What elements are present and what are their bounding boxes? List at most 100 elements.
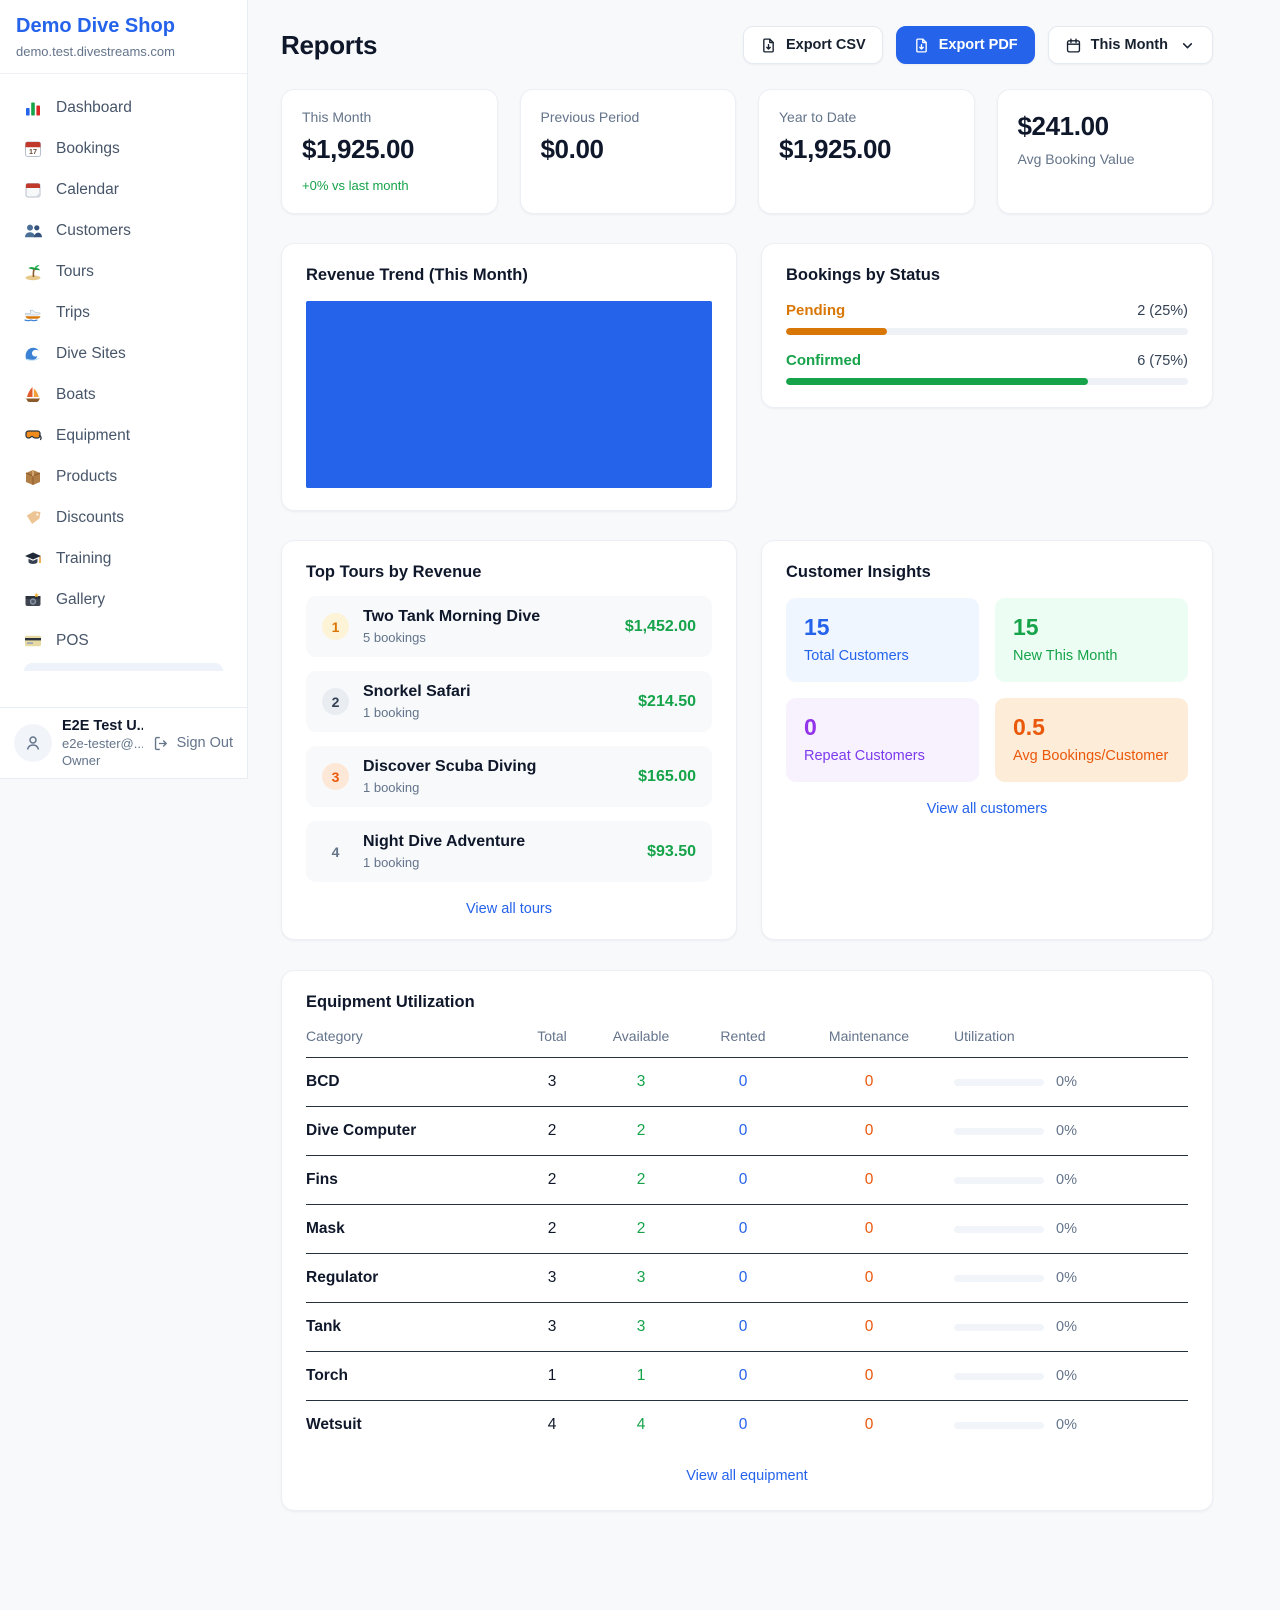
sidebar-item-tours[interactable]: Tours bbox=[12, 253, 235, 291]
status-value: 6 (75%) bbox=[1137, 353, 1188, 369]
cell-maintenance: 0 bbox=[864, 1073, 874, 1090]
cell-rented: 0 bbox=[738, 1416, 748, 1433]
island-icon bbox=[23, 262, 43, 282]
sidebar-item-gallery[interactable]: Gallery bbox=[12, 581, 235, 619]
progress-track bbox=[786, 328, 1188, 335]
top-tours-card: Top Tours by Revenue 1 Two Tank Morning … bbox=[281, 540, 737, 940]
export-csv-label: Export CSV bbox=[785, 37, 866, 53]
sidebar-item-boats[interactable]: Boats bbox=[12, 376, 235, 414]
cell-utilization: 0% bbox=[1056, 1123, 1077, 1139]
bookings-calendar-icon: 17 bbox=[23, 139, 43, 159]
sidebar: Demo Dive Shop demo.test.divestreams.com… bbox=[0, 0, 248, 779]
wave-icon bbox=[23, 344, 43, 364]
status-row-pending: Pending 2 (25%) bbox=[786, 302, 1188, 335]
cell-utilization: 0% bbox=[1056, 1270, 1077, 1286]
svg-text:17: 17 bbox=[29, 147, 37, 156]
export-pdf-label: Export PDF bbox=[938, 37, 1018, 53]
progress-fill bbox=[786, 378, 1088, 385]
export-pdf-button[interactable]: Export PDF bbox=[895, 26, 1035, 64]
cell-rented: 0 bbox=[738, 1122, 748, 1139]
utilization-bar bbox=[954, 1372, 1044, 1380]
tour-list-item[interactable]: 4 Night Dive Adventure 1 booking $93.50 bbox=[306, 821, 712, 882]
sign-out-button[interactable]: Sign Out bbox=[153, 735, 233, 752]
avatar bbox=[14, 724, 52, 762]
bookings-by-status-title: Bookings by Status bbox=[786, 266, 941, 284]
sidebar-item-calendar[interactable]: Calendar bbox=[12, 171, 235, 209]
sidebar-item-training[interactable]: Training bbox=[12, 540, 235, 578]
sidebar-item-label: Tours bbox=[56, 263, 94, 280]
tour-amount: $1,452.00 bbox=[624, 617, 696, 635]
tour-list-item[interactable]: 1 Two Tank Morning Dive 5 bookings $1,45… bbox=[306, 596, 712, 657]
insight-tile-avg-bookings: 0.5 Avg Bookings/Customer bbox=[995, 698, 1188, 782]
status-label: Confirmed bbox=[786, 352, 861, 369]
table-row: BCD 3 3 0 0 0% bbox=[306, 1058, 1188, 1107]
row-trend-status: Revenue Trend (This Month) Bookings by S… bbox=[281, 243, 1213, 511]
cell-available: 2 bbox=[636, 1122, 646, 1139]
cell-maintenance: 0 bbox=[864, 1220, 874, 1237]
revenue-trend-card: Revenue Trend (This Month) bbox=[281, 243, 737, 511]
cell-total: 2 bbox=[547, 1122, 557, 1139]
sidebar-item-equipment[interactable]: Equipment bbox=[12, 417, 235, 455]
cell-rented: 0 bbox=[738, 1220, 748, 1237]
tour-bookings: 1 booking bbox=[363, 705, 420, 720]
camera-icon bbox=[23, 590, 43, 610]
cell-total: 2 bbox=[547, 1220, 557, 1237]
tour-list-item[interactable]: 3 Discover Scuba Diving 1 booking $165.0… bbox=[306, 746, 712, 807]
customers-icon bbox=[23, 221, 43, 241]
tour-name: Discover Scuba Diving bbox=[363, 758, 537, 775]
table-row: Regulator 3 3 0 0 0% bbox=[306, 1254, 1188, 1303]
tag-icon bbox=[23, 508, 43, 528]
column-header-available: Available bbox=[612, 1028, 670, 1044]
cell-maintenance: 0 bbox=[864, 1367, 874, 1384]
view-all-customers-link[interactable]: View all customers bbox=[926, 801, 1048, 817]
stat-card-this-month: This Month $1,925.00 +0% vs last month bbox=[281, 89, 498, 214]
page-header: Reports Export CSV Export PDF This Month bbox=[281, 26, 1213, 64]
bookings-by-status-card: Bookings by Status Pending 2 (25%) Confi… bbox=[761, 243, 1213, 408]
utilization-bar bbox=[954, 1323, 1044, 1331]
cell-total: 2 bbox=[547, 1171, 557, 1188]
sidebar-item-pos[interactable]: POS bbox=[12, 622, 235, 660]
sidebar-item-discounts[interactable]: Discounts bbox=[12, 499, 235, 537]
user-email: e2e-tester@... bbox=[62, 736, 143, 751]
sidebar-item-reports-active-partial[interactable] bbox=[24, 663, 223, 671]
sidebar-item-label: Boats bbox=[56, 386, 96, 403]
tour-bookings: 1 booking bbox=[363, 855, 420, 870]
sign-out-icon bbox=[154, 736, 167, 750]
tour-amount: $214.50 bbox=[638, 692, 696, 710]
sidebar-item-bookings[interactable]: 17 Bookings bbox=[12, 130, 235, 168]
cell-utilization: 0% bbox=[1056, 1368, 1077, 1384]
table-row: Mask 2 2 0 0 0% bbox=[306, 1205, 1188, 1254]
stat-value: $1,925.00 bbox=[779, 134, 892, 164]
sidebar-item-trips[interactable]: Trips bbox=[12, 294, 235, 332]
cell-category: Dive Computer bbox=[306, 1122, 417, 1139]
person-icon bbox=[26, 736, 40, 750]
customer-insights-title: Customer Insights bbox=[786, 563, 931, 581]
export-csv-button[interactable]: Export CSV bbox=[742, 26, 883, 64]
customer-insights-card: Customer Insights 15 Total Customers 15 … bbox=[761, 540, 1213, 940]
graduation-cap-icon bbox=[23, 549, 43, 569]
tour-list-item[interactable]: 2 Snorkel Safari 1 booking $214.50 bbox=[306, 671, 712, 732]
view-all-tours-link[interactable]: View all tours bbox=[466, 901, 552, 917]
sidebar-item-label: Dive Sites bbox=[56, 345, 126, 362]
utilization-bar bbox=[954, 1421, 1044, 1429]
cell-category: Mask bbox=[306, 1220, 345, 1237]
sidebar-item-customers[interactable]: Customers bbox=[12, 212, 235, 250]
insight-value: 15 bbox=[804, 614, 830, 640]
view-all-equipment-link[interactable]: View all equipment bbox=[686, 1468, 808, 1484]
rank-badge: 3 bbox=[322, 763, 349, 790]
sidebar-item-dive-sites[interactable]: Dive Sites bbox=[12, 335, 235, 373]
period-dropdown[interactable]: This Month bbox=[1047, 26, 1213, 64]
tour-name: Two Tank Morning Dive bbox=[363, 608, 541, 625]
sidebar-item-products[interactable]: Products bbox=[12, 458, 235, 496]
cell-category: Fins bbox=[306, 1171, 338, 1188]
sidebar-item-dashboard[interactable]: Dashboard bbox=[12, 89, 235, 127]
tour-amount: $165.00 bbox=[638, 767, 696, 785]
user-footer: E2E Test U... e2e-tester@... Owner Sign … bbox=[0, 707, 247, 778]
cell-utilization: 0% bbox=[1056, 1074, 1077, 1090]
sidebar-nav: Dashboard 17 Bookings Calendar Customers… bbox=[0, 74, 247, 707]
cell-category: Torch bbox=[306, 1367, 348, 1384]
stat-card-avg-booking-value: $241.00 Avg Booking Value bbox=[996, 89, 1213, 214]
sidebar-item-label: Bookings bbox=[56, 140, 120, 157]
cell-category: Wetsuit bbox=[306, 1416, 362, 1433]
sidebar-item-label: Gallery bbox=[56, 591, 106, 608]
